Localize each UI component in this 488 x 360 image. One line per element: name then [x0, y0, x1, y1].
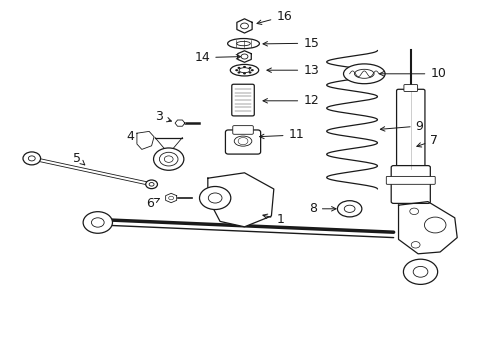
Ellipse shape	[164, 156, 173, 162]
Ellipse shape	[227, 39, 259, 49]
Circle shape	[250, 69, 253, 71]
Ellipse shape	[344, 205, 354, 212]
Circle shape	[243, 72, 245, 75]
Ellipse shape	[159, 152, 178, 166]
Ellipse shape	[354, 69, 373, 78]
Ellipse shape	[234, 136, 251, 146]
Circle shape	[23, 152, 41, 165]
Circle shape	[243, 66, 245, 68]
Text: 4: 4	[126, 130, 142, 143]
Polygon shape	[175, 120, 184, 126]
Circle shape	[248, 67, 251, 69]
Circle shape	[28, 156, 35, 161]
FancyBboxPatch shape	[225, 130, 260, 154]
Text: 13: 13	[266, 64, 318, 77]
Text: 12: 12	[263, 94, 318, 107]
Polygon shape	[207, 173, 273, 227]
Circle shape	[238, 138, 247, 145]
Circle shape	[409, 208, 418, 215]
Ellipse shape	[239, 68, 249, 73]
Circle shape	[248, 71, 251, 73]
Circle shape	[237, 71, 240, 73]
Ellipse shape	[153, 148, 183, 170]
Circle shape	[208, 193, 222, 203]
Text: 2: 2	[160, 154, 174, 167]
FancyBboxPatch shape	[403, 85, 417, 91]
FancyBboxPatch shape	[231, 84, 254, 116]
Polygon shape	[236, 19, 252, 33]
Circle shape	[199, 186, 230, 210]
Circle shape	[91, 218, 104, 227]
Text: 14: 14	[194, 51, 240, 64]
FancyBboxPatch shape	[390, 166, 429, 203]
Circle shape	[410, 242, 419, 248]
Polygon shape	[137, 131, 154, 149]
Polygon shape	[165, 193, 176, 203]
Ellipse shape	[236, 41, 250, 46]
Ellipse shape	[337, 201, 361, 217]
Text: 11: 11	[259, 129, 304, 141]
Circle shape	[235, 69, 238, 71]
Text: 16: 16	[257, 10, 291, 24]
Text: 15: 15	[263, 37, 318, 50]
Circle shape	[149, 183, 154, 186]
Text: 8: 8	[308, 202, 335, 215]
Circle shape	[403, 259, 437, 284]
Text: 1: 1	[263, 213, 284, 226]
Text: 5: 5	[73, 152, 84, 165]
Text: 9: 9	[380, 120, 423, 132]
Text: 3: 3	[155, 111, 171, 123]
Text: 6: 6	[145, 197, 159, 210]
Circle shape	[424, 217, 445, 233]
Ellipse shape	[230, 64, 258, 76]
Polygon shape	[398, 202, 456, 254]
Text: 7: 7	[416, 134, 437, 147]
Circle shape	[83, 212, 112, 233]
FancyBboxPatch shape	[396, 89, 424, 171]
Circle shape	[237, 67, 240, 69]
FancyBboxPatch shape	[232, 126, 253, 134]
Circle shape	[240, 23, 248, 29]
Polygon shape	[237, 51, 251, 62]
Ellipse shape	[343, 64, 385, 84]
Circle shape	[412, 266, 427, 277]
FancyBboxPatch shape	[386, 176, 434, 184]
Circle shape	[145, 180, 157, 189]
Text: 10: 10	[379, 67, 445, 80]
